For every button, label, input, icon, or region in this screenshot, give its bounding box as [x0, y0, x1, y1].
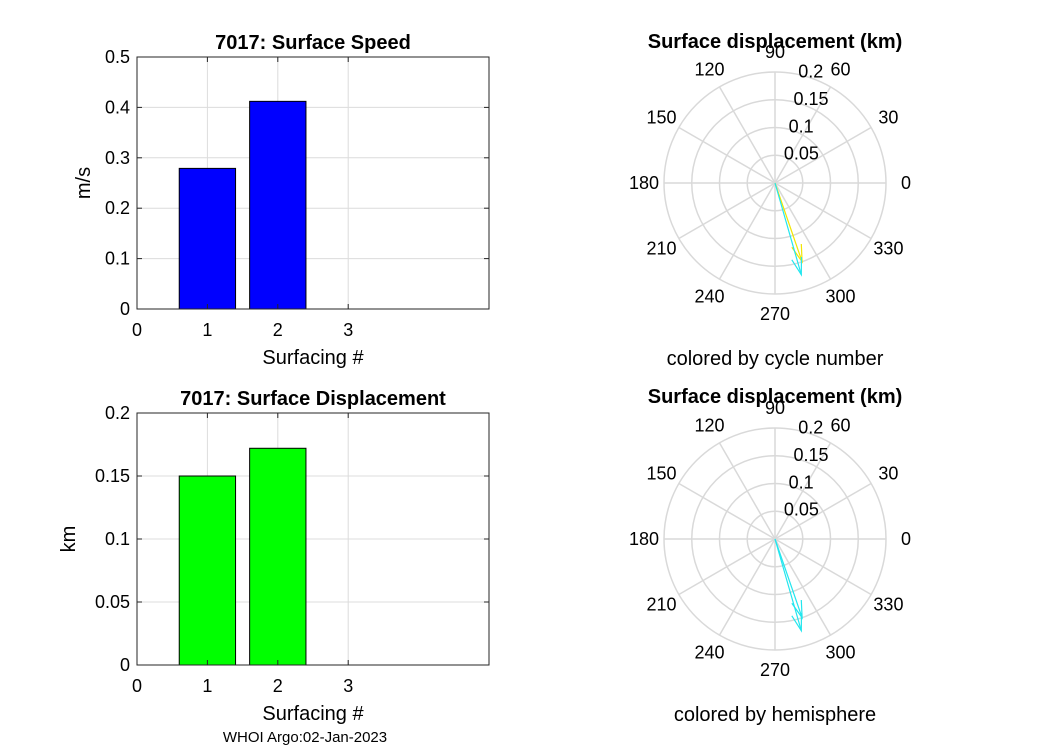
- bar-chart-2: 0 1 2 3 0 0.05 0.1 0.15 0.2 7017: Surface Displac…: [58, 388, 490, 725]
- chart-title: Surface displacement (km): [648, 31, 903, 53]
- vector-arrowhead: [791, 613, 803, 633]
- x-tick-label: 3: [343, 676, 353, 696]
- angle-label: 60: [830, 416, 850, 436]
- angle-label: 120: [694, 60, 724, 80]
- angle-label: 30: [878, 108, 898, 128]
- angle-label: 90: [765, 42, 785, 62]
- x-axis-label: Surfacing #: [262, 703, 364, 725]
- angle-label: 30: [878, 464, 898, 484]
- radius-label: 0.1: [789, 472, 814, 492]
- y-tick-label: 0: [120, 655, 130, 675]
- angle-label: 0: [901, 173, 911, 193]
- displacement-vector: [774, 538, 802, 631]
- y-tick-label: 0.2: [105, 403, 130, 423]
- range-ring: [663, 427, 887, 651]
- displacement-vector: [774, 182, 803, 262]
- range-ring: [746, 154, 804, 212]
- chart-caption: colored by hemisphere: [674, 704, 876, 726]
- radius-label: 0.15: [793, 445, 828, 465]
- displacement-vector: [774, 538, 803, 618]
- range-ring: [663, 71, 887, 295]
- angle-label: 60: [830, 60, 850, 80]
- y-tick-label: 0.1: [105, 249, 130, 269]
- chart-title: 7017: Surface Displacement: [180, 388, 446, 410]
- footer-credit: WHOI Argo:02-Jan-2023: [223, 729, 387, 746]
- y-tick-label: 0.5: [105, 47, 130, 67]
- polar-chart-3: 0 30 60 90 120 150 180 210 240 270 300 330 0.05 0.1 0.…: [629, 386, 911, 726]
- bar-1: [178, 475, 237, 666]
- y-axis-label: m/s: [73, 167, 95, 199]
- radius-label: 0.2: [798, 62, 823, 82]
- range-ring: [718, 126, 832, 240]
- displacement-vector: [774, 182, 802, 275]
- angle-label: 0: [901, 529, 911, 549]
- angle-label: 270: [760, 304, 790, 324]
- angle-label: 240: [694, 642, 724, 662]
- angle-label: 120: [694, 416, 724, 436]
- y-tick-label: 0.2: [105, 198, 130, 218]
- chart-title: Surface displacement (km): [648, 386, 903, 408]
- angle-label: 270: [760, 660, 790, 680]
- radius-label: 0.1: [789, 116, 814, 136]
- y-tick-label: 0.15: [95, 466, 130, 486]
- range-ring: [691, 455, 859, 623]
- y-axis-label: km: [58, 526, 80, 553]
- angle-label: 180: [629, 173, 659, 193]
- y-tick-label: 0.4: [105, 97, 130, 117]
- x-tick-label: 3: [343, 320, 353, 340]
- axes-box: [136, 56, 490, 310]
- chart-caption: colored by cycle number: [667, 348, 884, 370]
- x-tick-label: 2: [273, 320, 283, 340]
- y-tick-label: 0: [120, 299, 130, 319]
- radius-label: 0.05: [784, 500, 819, 520]
- x-tick-label: 1: [202, 320, 212, 340]
- angle-label: 150: [647, 464, 677, 484]
- angle-label: 90: [765, 398, 785, 418]
- bar-2: [249, 100, 307, 310]
- x-tick-label: 2: [273, 676, 283, 696]
- y-tick-label: 0.3: [105, 148, 130, 168]
- x-tick-label: 0: [132, 676, 142, 696]
- range-ring: [691, 99, 859, 267]
- angle-label: 180: [629, 529, 659, 549]
- y-tick-label: 0.1: [105, 529, 130, 549]
- x-axis-label: Surfacing #: [262, 347, 364, 369]
- angle-label: 240: [694, 286, 724, 306]
- angle-label: 150: [647, 108, 677, 128]
- angle-label: 300: [825, 286, 855, 306]
- angle-label: 330: [873, 595, 903, 615]
- chart-title: 7017: Surface Speed: [215, 32, 411, 54]
- range-ring: [718, 482, 832, 596]
- radius-label: 0.2: [798, 418, 823, 438]
- x-tick-label: 1: [202, 676, 212, 696]
- range-ring: [746, 510, 804, 568]
- angle-label: 210: [647, 239, 677, 259]
- angle-label: 210: [647, 595, 677, 615]
- bar-chart-0: 0 1 2 3 0 0.1 0.2 0.3 0.4 0.5 7017: Surface Speed S…: [73, 32, 490, 369]
- bar-2: [249, 447, 307, 666]
- bar-1: [178, 167, 237, 310]
- radius-label: 0.15: [793, 89, 828, 109]
- radius-label: 0.05: [784, 144, 819, 164]
- angle-label: 300: [825, 642, 855, 662]
- polar-chart-1: 0 30 60 90 120 150 180 210 240 270 300 330 0.05 0.1 0.…: [629, 31, 911, 370]
- angle-label: 330: [873, 239, 903, 259]
- x-tick-label: 0: [132, 320, 142, 340]
- vector-arrowhead: [791, 257, 803, 277]
- y-tick-label: 0.05: [95, 592, 130, 612]
